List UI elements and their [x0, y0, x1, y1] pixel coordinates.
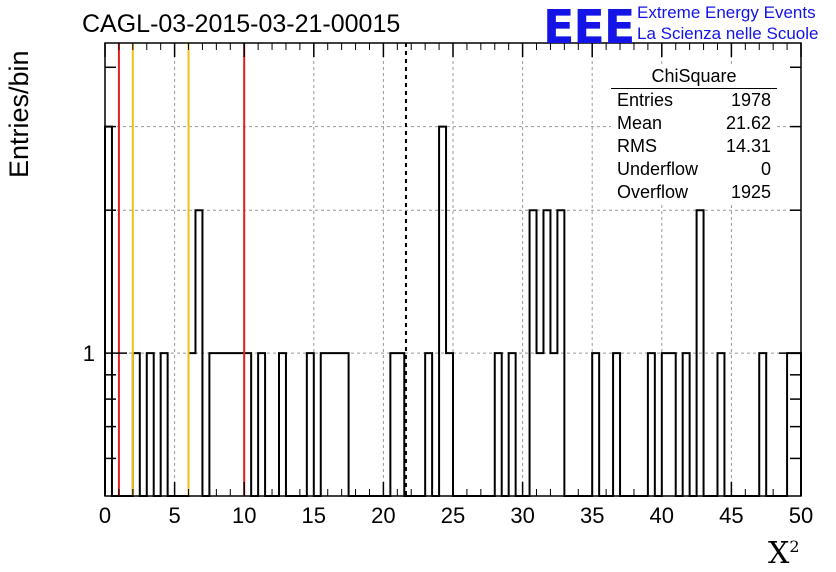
histogram-bin [258, 353, 265, 496]
x-axis-label-base: X [768, 536, 790, 571]
histogram-bin [592, 353, 599, 496]
stats-row-entries: Entries 1978 [611, 89, 777, 112]
histogram-bin [669, 353, 676, 496]
x-tick-label: 40 [650, 503, 674, 528]
histogram-bin [279, 353, 286, 496]
vertical-marker-lines [117, 43, 407, 496]
x-axis-ticks: 0 5 10 15 20 25 30 35 40 45 50 [99, 43, 813, 528]
histogram-bin [446, 353, 453, 496]
histogram-bin [613, 353, 620, 496]
eee-logo-mark: EEE [543, 0, 635, 54]
stats-label: Mean [617, 113, 663, 133]
histogram-bin [105, 127, 112, 496]
stats-label: Overflow [617, 182, 689, 202]
histogram-bin [648, 353, 655, 496]
histogram-bin [759, 353, 766, 496]
histogram-bin [425, 353, 432, 496]
y-tick-label: 1 [83, 341, 95, 366]
histogram-bin [244, 353, 251, 496]
histogram-bin [335, 353, 342, 496]
y-axis-label: Entries/bin [4, 50, 34, 178]
histogram-bin [133, 353, 140, 496]
stats-row-rms: RMS 14.31 [611, 135, 777, 158]
x-tick-label: 0 [99, 503, 111, 528]
histogram-bin [230, 353, 237, 496]
histogram-bin [509, 353, 516, 496]
stats-row-underflow: Underflow 0 [611, 158, 777, 181]
histogram-bin [321, 353, 328, 496]
histogram-bin [439, 127, 446, 496]
histogram-bin [216, 353, 223, 496]
stats-label: Underflow [617, 159, 699, 179]
histogram-bin [189, 353, 196, 496]
histogram-bin [390, 353, 397, 496]
stats-box: ChiSquare Entries 1978 Mean 21.62 RMS 14… [611, 66, 777, 204]
chart-title: CAGL-03-2015-03-21-00015 [82, 10, 401, 38]
histogram-bin [717, 353, 724, 496]
stats-value: 14.31 [725, 136, 771, 156]
x-tick-label: 50 [789, 503, 813, 528]
x-tick-label: 25 [441, 503, 465, 528]
stats-label: RMS [617, 136, 657, 156]
x-tick-label: 5 [168, 503, 180, 528]
histogram-bin [342, 353, 349, 496]
histogram-bin [397, 353, 404, 496]
x-tick-label: 20 [371, 503, 395, 528]
histogram-bin [237, 353, 244, 496]
stats-value: 1925 [730, 182, 771, 202]
histogram-bin [147, 353, 154, 496]
stats-value: 0 [760, 159, 771, 179]
histogram-bin [495, 353, 502, 496]
logo-tagline-2: La Scienza nelle Scuole [637, 24, 819, 43]
histogram-bin [209, 353, 216, 496]
x-tick-label: 35 [580, 503, 604, 528]
histogram-bin [223, 353, 230, 496]
logo-tagline-1: Extreme Energy Events [637, 3, 816, 22]
histogram-bin [307, 353, 314, 496]
x-tick-label: 10 [232, 503, 256, 528]
stats-row-overflow: Overflow 1925 [611, 181, 777, 204]
stats-label: Entries [617, 90, 674, 110]
y-axis-ticks: 1 [83, 66, 801, 460]
stats-value: 1978 [730, 90, 771, 110]
x-tick-label: 30 [510, 503, 534, 528]
histogram-bin [328, 353, 335, 496]
x-axis-label: X2 [768, 536, 800, 571]
histogram-bin [537, 353, 544, 496]
histogram-bin [161, 353, 168, 496]
stats-value: 21.62 [725, 113, 771, 133]
x-tick-label: 15 [302, 503, 326, 528]
x-axis-label-superscript: 2 [789, 537, 800, 556]
stats-title: ChiSquare [611, 66, 777, 89]
x-tick-label: 45 [719, 503, 743, 528]
histogram-bin [550, 353, 557, 496]
histogram-bin [662, 353, 669, 496]
stats-row-mean: Mean 21.62 [611, 112, 777, 135]
histogram-bin [683, 353, 690, 496]
